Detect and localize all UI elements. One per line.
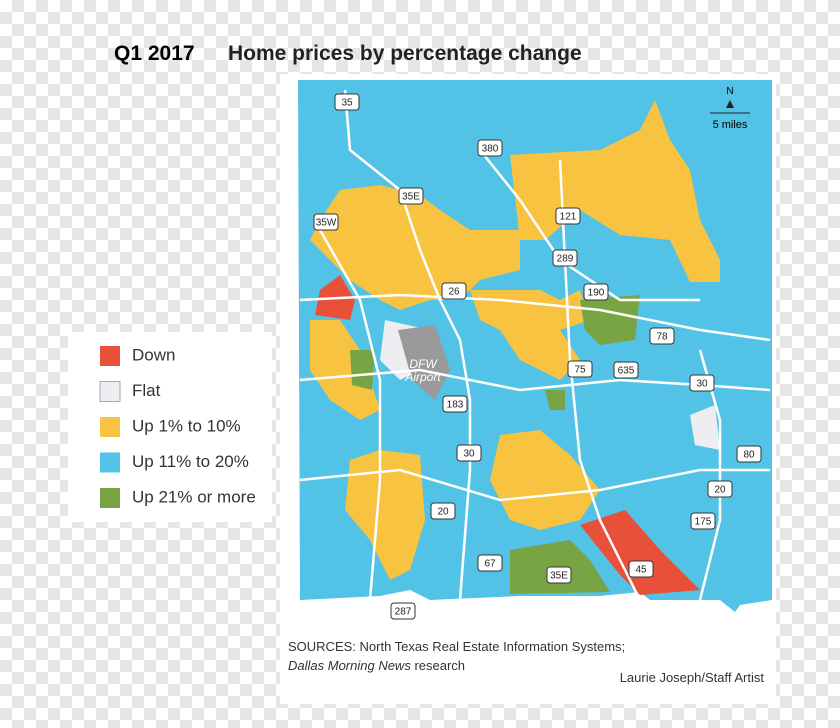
- shield-badge: [555, 207, 581, 225]
- shield-badge: [628, 560, 654, 578]
- shield-label: 45: [635, 565, 647, 576]
- shield-label: 287: [395, 607, 412, 618]
- highway-shield: 289: [552, 249, 578, 267]
- shield-label: 30: [696, 379, 708, 390]
- highway-shields: 35 380 35E 35W 121 289 26 190 78 635 75 30 183 30 80 20…: [313, 93, 762, 620]
- highway-shield: 78: [649, 327, 675, 345]
- shield-label: 35E: [550, 571, 568, 582]
- legend-swatch: [100, 488, 120, 508]
- highway-shield: 35W: [313, 213, 339, 231]
- highway-shield: 26: [441, 282, 467, 300]
- title-period: Q1 2017: [114, 42, 195, 65]
- shield-label: 183: [447, 400, 464, 411]
- legend-label: Flat: [132, 381, 161, 400]
- shield-badge: [430, 502, 456, 520]
- shield-label: 20: [437, 507, 449, 518]
- highway-shield: 20: [430, 502, 456, 520]
- legend-swatch: [100, 346, 120, 366]
- shield-badge: [456, 444, 482, 462]
- shield-label: 380: [482, 144, 499, 155]
- sources-italic: Dallas Morning News: [288, 658, 411, 673]
- shield-label: 80: [743, 450, 755, 461]
- credit: Laurie Joseph/Staff Artist: [620, 670, 765, 685]
- sources: SOURCES: North Texas Real Estate Informa…: [288, 639, 625, 654]
- shield-badge: [313, 213, 339, 231]
- compass-arrow: [726, 100, 734, 108]
- shield-badge: [442, 395, 468, 413]
- shield-label: 26: [448, 287, 460, 298]
- highway-shield: 380: [477, 139, 503, 157]
- legend-label: Up 11% to 20%: [132, 452, 249, 471]
- shield-label: 635: [618, 366, 635, 377]
- shield-badge: [477, 554, 503, 572]
- legend-swatch: [99, 381, 121, 402]
- shield-label: 175: [695, 517, 712, 528]
- sources-rest: research: [414, 658, 465, 673]
- highway-shield: 183: [442, 395, 468, 413]
- shield-label: 121: [560, 212, 577, 223]
- highway-shield: 80: [736, 445, 762, 463]
- shield-badge: [613, 361, 639, 379]
- shield-label: 35W: [316, 218, 337, 229]
- shield-badge: [567, 360, 593, 378]
- shield-badge: [583, 283, 609, 301]
- shield-badge: [546, 566, 572, 584]
- highway-shield: 45: [628, 560, 654, 578]
- sources: Dallas Morning News research: [288, 658, 465, 673]
- legend-label: Down: [132, 345, 175, 364]
- highway-shield: 67: [477, 554, 503, 572]
- shield-label: 35: [341, 98, 353, 109]
- shield-label: 67: [484, 559, 496, 570]
- legend-label: Up 21% or more: [132, 487, 256, 506]
- shield-label: 20: [714, 485, 726, 496]
- shield-label: 75: [574, 365, 586, 376]
- highway-shield: 20: [707, 480, 733, 498]
- highway-shield: 30: [689, 374, 715, 392]
- shield-badge: [477, 139, 503, 157]
- legend-swatch: [100, 452, 120, 473]
- shield-badge: [398, 187, 424, 205]
- airport-label: Airport: [404, 370, 441, 384]
- shield-badge: [736, 445, 762, 463]
- shield-label: 190: [588, 288, 605, 299]
- airport: [398, 325, 450, 400]
- highway-shield: 75: [567, 360, 593, 378]
- highway-shield: 190: [583, 283, 609, 301]
- shield-badge: [690, 512, 716, 530]
- shield-label: 35E: [402, 192, 420, 203]
- highway-shield: 35E: [398, 187, 424, 205]
- regions-yellow: [310, 100, 720, 580]
- highway-shield: 121: [555, 207, 581, 225]
- highway-shield: 287: [390, 602, 416, 620]
- highway-shield: 30: [456, 444, 482, 462]
- compass: N: [726, 86, 733, 97]
- legend-label: Up 1% to 10%: [132, 416, 241, 435]
- shield-label: 30: [463, 449, 475, 460]
- highway-shield: 35: [334, 93, 360, 111]
- shield-badge: [552, 249, 578, 267]
- highway-shield: 635: [613, 361, 639, 379]
- airport-label: DFW: [409, 357, 438, 371]
- highway-shield: 175: [690, 512, 716, 530]
- shield-badge: [689, 374, 715, 392]
- title-text: Home prices by percentage change: [228, 42, 582, 65]
- map: DFW Airport 35 380 35E 35W 121 289 26 190 78 635 7…: [298, 80, 772, 620]
- legend: Down Flat Up 1% to 10% Up 11% to 20% Up 21% …: [99, 345, 256, 508]
- regions-green: [350, 295, 640, 594]
- shield-badge: [334, 93, 360, 111]
- highway-shield: 35E: [546, 566, 572, 584]
- shield-badge: [441, 282, 467, 300]
- legend-swatch: [100, 417, 120, 437]
- shield-label: 78: [656, 332, 668, 343]
- shield-badge: [649, 327, 675, 345]
- shield-badge: [390, 602, 416, 620]
- shield-badge: [707, 480, 733, 498]
- shield-label: 289: [557, 254, 574, 265]
- scale-label: 5 miles: [713, 119, 748, 131]
